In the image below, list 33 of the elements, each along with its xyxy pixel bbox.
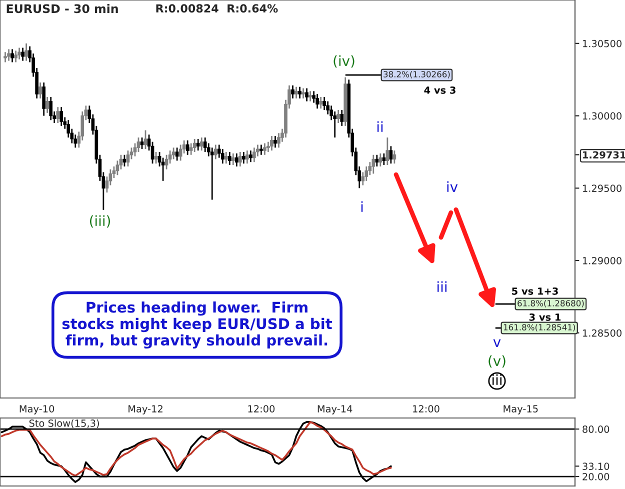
x-tick-label: May-14: [318, 405, 352, 414]
annotation: 38.2%(1.30266): [384, 70, 450, 78]
y-tick-label: 1.29500: [583, 184, 622, 192]
y-tick-label: 20.00: [582, 472, 610, 480]
annotation: (iii): [90, 215, 110, 228]
x-tick-label: 12:00: [248, 405, 275, 412]
chart-title: Sto Slow(15,3): [29, 419, 99, 428]
annotation: iii: [438, 281, 446, 292]
annotation: 161.8%(1.28541): [504, 324, 576, 332]
annotation: 3 vs 1: [529, 313, 561, 321]
x-tick-label: May-12: [128, 405, 162, 414]
annotation: (v): [488, 355, 506, 368]
annotation: iv: [447, 181, 458, 192]
chart-title: EURUSD - 30 min: [6, 4, 118, 14]
chart-subtitle: R:0.00824 R:0.64%: [156, 4, 278, 13]
annotation: 4 vs 3: [424, 86, 456, 94]
y-tick-label: 1.29000: [583, 256, 622, 264]
x-tick-label: May-10: [20, 405, 54, 414]
annotation: 61.8%(1.28680): [518, 300, 584, 308]
y-tick-label: 1.28500: [583, 329, 622, 337]
x-tick-label: May-15: [504, 405, 538, 414]
annotation: i: [361, 201, 363, 212]
annotation: v: [493, 339, 501, 347]
annotation: iii: [492, 374, 502, 385]
y-tick-label: 1.30500: [583, 40, 622, 48]
x-tick-label: 12:00: [413, 405, 440, 412]
y-tick-label: 1.30000: [583, 112, 622, 120]
annotation: 5 vs 1+3: [512, 287, 558, 295]
y-tick-label: 33.10: [582, 462, 610, 470]
annotation: Prices heading lower. Firm stocks might keep EUR/USD a bit firm, but gravity should prevail.: [62, 301, 332, 349]
y-tick-label: 80.00: [582, 426, 610, 433]
annotation: (iv): [334, 55, 354, 68]
annotation: ii: [377, 121, 383, 132]
